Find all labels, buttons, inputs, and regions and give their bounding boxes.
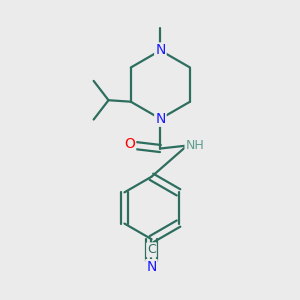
Text: C: C [147,243,156,256]
Text: N: N [155,112,166,126]
Text: N: N [146,260,157,274]
Text: N: N [155,44,166,57]
Text: NH: NH [185,139,204,152]
Text: O: O [124,137,135,152]
